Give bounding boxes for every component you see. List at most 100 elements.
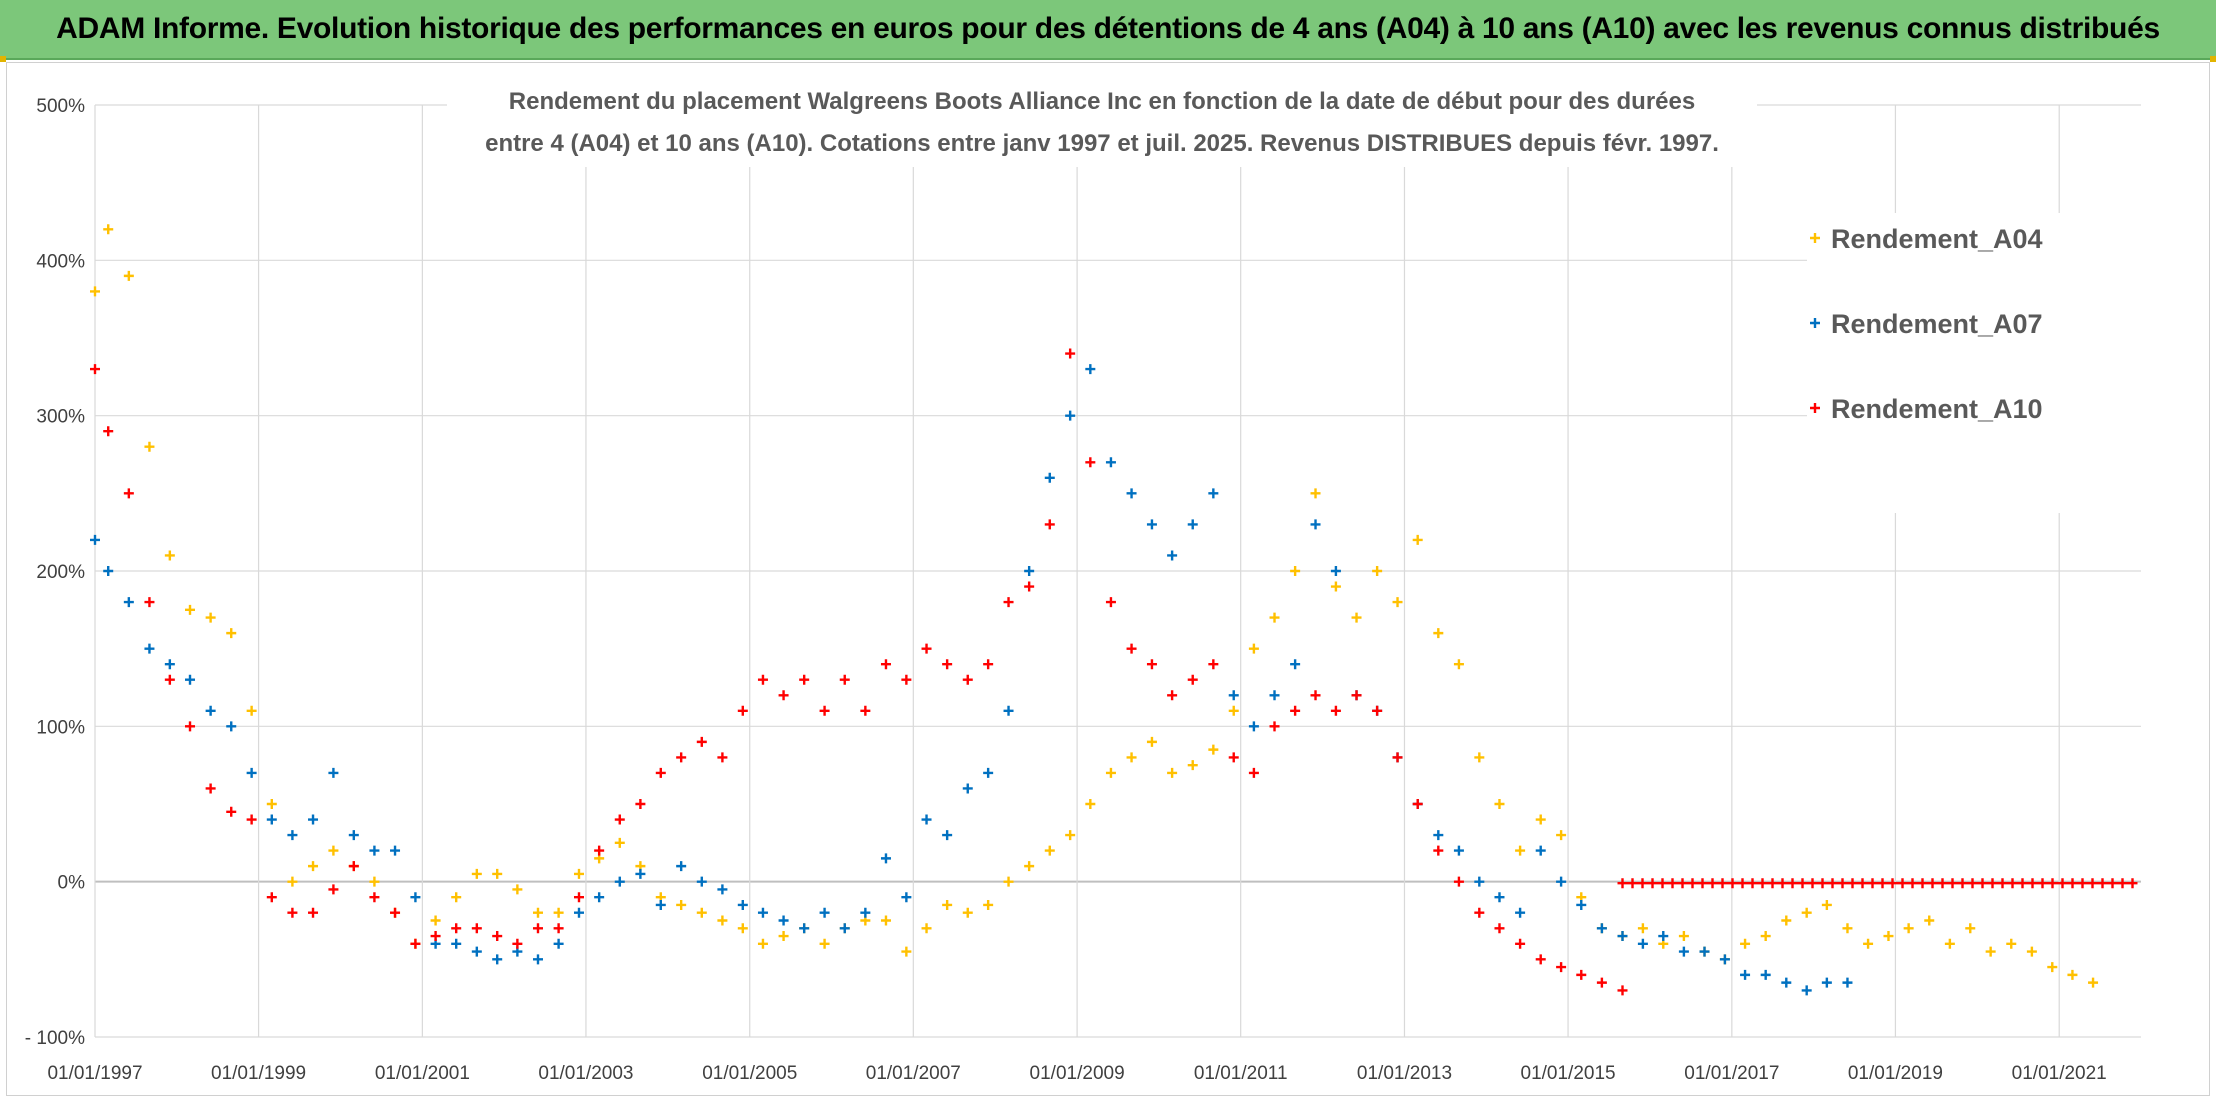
point-a10 bbox=[880, 659, 891, 670]
point-a07 bbox=[1003, 705, 1014, 716]
point-a10-flat bbox=[1947, 878, 1958, 889]
point-a04 bbox=[737, 923, 748, 934]
point-a10 bbox=[1453, 876, 1464, 887]
point-a04 bbox=[676, 899, 687, 910]
point-a10 bbox=[308, 907, 319, 918]
legend-label-a10: Rendement_A10 bbox=[1831, 394, 2043, 424]
point-a10-flat bbox=[1757, 878, 1768, 889]
point-a10-flat bbox=[1787, 878, 1798, 889]
point-a07 bbox=[1535, 845, 1546, 856]
point-a04 bbox=[1208, 744, 1219, 755]
point-a07 bbox=[1821, 977, 1832, 988]
point-a07 bbox=[737, 899, 748, 910]
point-a10 bbox=[1269, 721, 1280, 732]
point-a04 bbox=[1760, 931, 1771, 942]
point-a10 bbox=[573, 892, 584, 903]
point-a07 bbox=[1596, 923, 1607, 934]
legend-marker-a04 bbox=[1810, 233, 1820, 243]
point-a04 bbox=[266, 799, 277, 809]
point-a07 bbox=[328, 767, 339, 778]
point-a10 bbox=[655, 767, 666, 778]
point-a04 bbox=[164, 550, 175, 561]
point-a04 bbox=[1535, 814, 1546, 825]
point-a10 bbox=[737, 705, 748, 716]
legend-label-a04: Rendement_A04 bbox=[1831, 224, 2043, 254]
point-a10-flat bbox=[2097, 878, 2108, 889]
point-a07 bbox=[921, 814, 932, 825]
point-a07 bbox=[1760, 969, 1771, 980]
point-a07 bbox=[1085, 364, 1096, 375]
point-a04 bbox=[1863, 938, 1874, 949]
point-a10 bbox=[430, 931, 441, 942]
point-a07 bbox=[1678, 946, 1689, 957]
point-a04 bbox=[1801, 907, 1812, 918]
point-a10 bbox=[1310, 690, 1321, 701]
point-a07 bbox=[1310, 519, 1321, 530]
point-a10 bbox=[1433, 845, 1444, 856]
point-a07 bbox=[1576, 899, 1587, 910]
point-a04 bbox=[512, 884, 523, 895]
point-a04 bbox=[492, 868, 503, 879]
point-a04 bbox=[1085, 799, 1096, 809]
point-a04 bbox=[1883, 931, 1894, 942]
point-a04 bbox=[532, 907, 543, 918]
point-a07 bbox=[348, 830, 359, 841]
point-a07 bbox=[164, 659, 175, 670]
point-a10 bbox=[1617, 985, 1628, 996]
point-a10 bbox=[390, 907, 401, 918]
point-a04 bbox=[90, 286, 100, 297]
point-a10-flat bbox=[1847, 878, 1858, 889]
point-a07 bbox=[1781, 977, 1792, 988]
point-a10 bbox=[1372, 705, 1383, 716]
point-a10-flat bbox=[1807, 878, 1818, 889]
point-a10-flat bbox=[1837, 878, 1848, 889]
point-a07 bbox=[717, 884, 728, 895]
point-a07 bbox=[1290, 659, 1301, 670]
point-a10 bbox=[185, 721, 196, 732]
point-a04 bbox=[185, 604, 196, 615]
point-a10-flat bbox=[1937, 878, 1948, 889]
point-a04 bbox=[2047, 962, 2058, 973]
point-a10-flat bbox=[1897, 878, 1908, 889]
point-a07 bbox=[880, 853, 891, 864]
x-tick-label: 01/01/1997 bbox=[47, 1063, 142, 1084]
x-tick-label: 01/01/2005 bbox=[702, 1063, 797, 1084]
point-a07 bbox=[635, 868, 646, 879]
point-a04 bbox=[717, 915, 728, 926]
x-tick-label: 01/01/2007 bbox=[866, 1063, 961, 1084]
point-a04 bbox=[1351, 612, 1362, 623]
point-a04 bbox=[2026, 946, 2037, 957]
point-a10 bbox=[1392, 752, 1403, 763]
point-a10-flat bbox=[1717, 878, 1728, 889]
point-a07 bbox=[1167, 550, 1178, 561]
legend-label-a07: Rendement_A07 bbox=[1831, 309, 2043, 339]
point-a10 bbox=[860, 705, 871, 716]
point-a07 bbox=[532, 954, 543, 965]
point-a07 bbox=[1719, 954, 1730, 965]
point-a07 bbox=[778, 915, 789, 926]
point-a07 bbox=[123, 597, 134, 608]
point-a10 bbox=[1167, 690, 1178, 701]
point-a07 bbox=[471, 946, 482, 957]
point-a04 bbox=[1146, 736, 1157, 747]
point-a10 bbox=[1576, 969, 1587, 980]
point-a04 bbox=[1248, 643, 1259, 654]
point-a07 bbox=[410, 892, 421, 903]
legend-marker-a10 bbox=[1810, 403, 1820, 413]
point-a10 bbox=[492, 931, 503, 942]
corner-mark-right bbox=[2210, 56, 2216, 62]
point-a04 bbox=[1903, 923, 1914, 934]
point-a10 bbox=[901, 674, 912, 685]
point-a10-flat bbox=[2007, 878, 2018, 889]
point-a10-flat bbox=[1867, 878, 1878, 889]
point-a10 bbox=[1003, 597, 1014, 608]
point-a07 bbox=[1474, 876, 1485, 887]
point-a07 bbox=[1637, 938, 1648, 949]
point-a04 bbox=[1494, 799, 1505, 809]
point-a07 bbox=[901, 892, 912, 903]
x-tick-label: 01/01/2019 bbox=[1848, 1063, 1943, 1084]
point-a04 bbox=[1637, 923, 1648, 934]
point-a10 bbox=[778, 690, 789, 701]
point-a07 bbox=[226, 721, 237, 732]
chart-title-line-2: entre 4 (A04) et 10 ans (A10). Cotations… bbox=[485, 130, 1719, 157]
